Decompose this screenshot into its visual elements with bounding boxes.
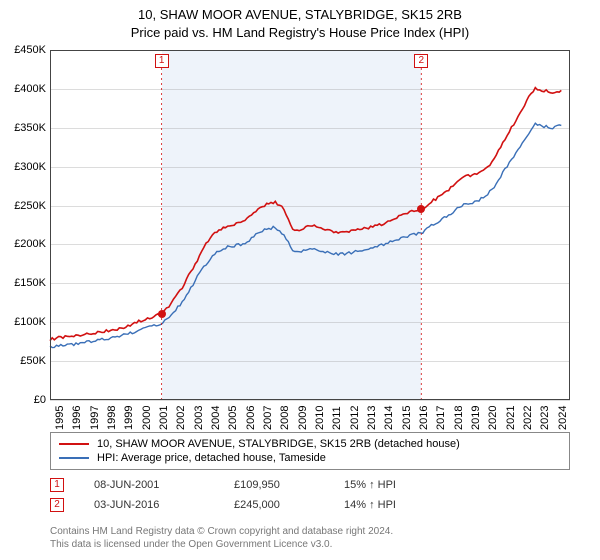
sale-marker-1-icon: 1: [50, 478, 64, 492]
x-tick-label: 2016: [418, 406, 430, 430]
x-tick-label: 2022: [522, 406, 534, 430]
footer-line-1: Contains HM Land Registry data © Crown c…: [50, 525, 393, 538]
x-tick-label: 2004: [210, 406, 222, 430]
x-tick-label: 2007: [262, 406, 274, 430]
x-tick-label: 2006: [245, 406, 257, 430]
legend-swatch-hpi: [59, 457, 89, 459]
sale-1-price: £109,950: [234, 479, 314, 491]
x-tick-label: 2021: [505, 406, 517, 430]
legend-label-property: 10, SHAW MOOR AVENUE, STALYBRIDGE, SK15 …: [97, 438, 460, 450]
x-tick-label: 2003: [193, 406, 205, 430]
sale-2-delta: 14% ↑ HPI: [344, 499, 444, 511]
title-address: 10, SHAW MOOR AVENUE, STALYBRIDGE, SK15 …: [0, 6, 600, 24]
y-tick-label: £200K: [14, 238, 46, 250]
legend-row-hpi: HPI: Average price, detached house, Tame…: [59, 451, 561, 465]
sale-number-box-1: 1: [155, 54, 169, 68]
sale-1-delta: 15% ↑ HPI: [344, 479, 444, 491]
x-tick-label: 1997: [89, 406, 101, 430]
y-tick-label: £0: [34, 394, 46, 406]
y-tick-label: £50K: [20, 355, 46, 367]
sale-marker-2-icon: 2: [50, 498, 64, 512]
legend: 10, SHAW MOOR AVENUE, STALYBRIDGE, SK15 …: [50, 432, 570, 470]
title-block: 10, SHAW MOOR AVENUE, STALYBRIDGE, SK15 …: [0, 0, 600, 42]
x-tick-label: 2012: [349, 406, 361, 430]
y-tick-label: £150K: [14, 277, 46, 289]
x-tick-label: 1998: [106, 406, 118, 430]
x-tick-label: 2001: [158, 406, 170, 430]
sale-1-date: 08-JUN-2001: [94, 479, 204, 491]
y-tick-label: £100K: [14, 316, 46, 328]
x-tick-label: 1996: [71, 406, 83, 430]
x-tick-label: 2005: [227, 406, 239, 430]
series-hpi: [50, 123, 561, 347]
y-tick-label: £350K: [14, 122, 46, 134]
x-tick-label: 2010: [314, 406, 326, 430]
x-tick-label: 2009: [297, 406, 309, 430]
chart-area: £0£50K£100K£150K£200K£250K£300K£350K£400…: [50, 50, 570, 400]
footer-attribution: Contains HM Land Registry data © Crown c…: [50, 525, 393, 551]
y-tick-label: £250K: [14, 200, 46, 212]
table-row: 1 08-JUN-2001 £109,950 15% ↑ HPI: [50, 475, 444, 495]
x-tick-label: 2024: [557, 406, 569, 430]
x-tick-label: 2011: [331, 406, 343, 430]
sale-number-box-2: 2: [414, 54, 428, 68]
x-tick-label: 2018: [453, 406, 465, 430]
x-tick-label: 2015: [401, 406, 413, 430]
line-series-svg: [50, 50, 570, 400]
x-tick-label: 2020: [487, 406, 499, 430]
x-tick-label: 2002: [175, 406, 187, 430]
sale-2-price: £245,000: [234, 499, 314, 511]
legend-row-property: 10, SHAW MOOR AVENUE, STALYBRIDGE, SK15 …: [59, 437, 561, 451]
sale-2-date: 03-JUN-2016: [94, 499, 204, 511]
legend-swatch-property: [59, 443, 89, 445]
x-tick-label: 1995: [54, 406, 66, 430]
table-row: 2 03-JUN-2016 £245,000 14% ↑ HPI: [50, 495, 444, 515]
footer-line-2: This data is licensed under the Open Gov…: [50, 538, 393, 551]
x-tick-label: 2023: [539, 406, 551, 430]
sales-table: 1 08-JUN-2001 £109,950 15% ↑ HPI 2 03-JU…: [50, 475, 444, 515]
y-tick-label: £400K: [14, 83, 46, 95]
series-property: [50, 88, 561, 341]
x-tick-label: 2019: [470, 406, 482, 430]
x-tick-label: 2017: [435, 406, 447, 430]
sale-dot-1: [158, 310, 166, 318]
x-tick-label: 2000: [141, 406, 153, 430]
chart-container: 10, SHAW MOOR AVENUE, STALYBRIDGE, SK15 …: [0, 0, 600, 560]
sale-dot-2: [417, 205, 425, 213]
x-tick-label: 2014: [383, 406, 395, 430]
legend-label-hpi: HPI: Average price, detached house, Tame…: [97, 452, 326, 464]
title-subtitle: Price paid vs. HM Land Registry's House …: [0, 24, 600, 42]
x-tick-label: 2013: [366, 406, 378, 430]
y-tick-label: £300K: [14, 161, 46, 173]
x-tick-label: 2008: [279, 406, 291, 430]
y-tick-label: £450K: [14, 44, 46, 56]
x-tick-label: 1999: [123, 406, 135, 430]
